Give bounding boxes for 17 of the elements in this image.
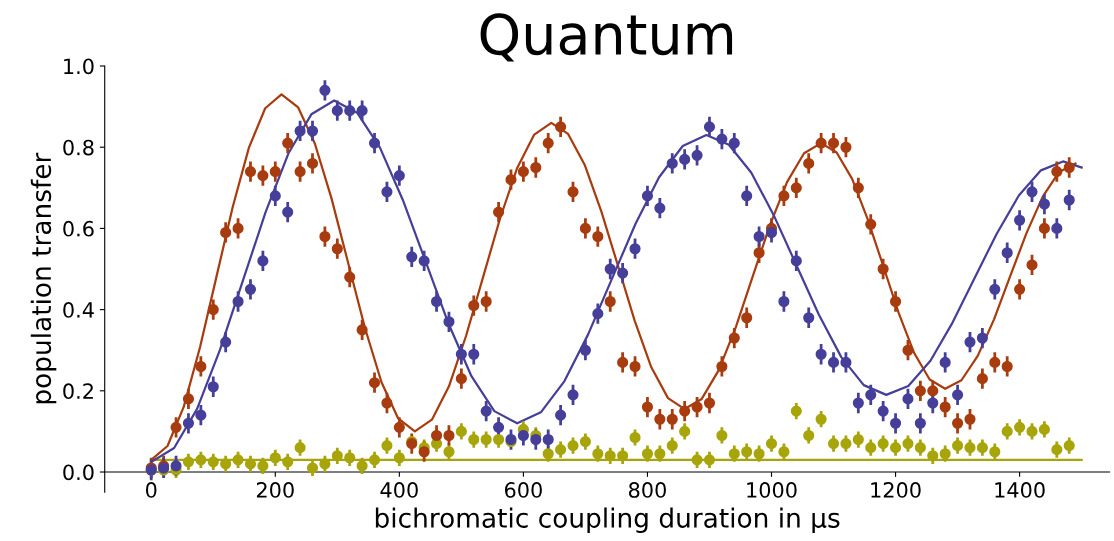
x-tick-label: 1000 — [747, 482, 797, 498]
x-tick-label: 1400 — [995, 482, 1045, 498]
x-tick-label: 600 — [504, 482, 542, 498]
y-tick-label: 0.0 — [63, 464, 94, 481]
x-tick-label: 200 — [256, 482, 294, 498]
y-tick-label: 0.8 — [63, 139, 94, 156]
x-tick-label: 1200 — [871, 482, 921, 498]
x-tick-label: 800 — [628, 482, 666, 498]
x-tick-label: 400 — [380, 482, 418, 498]
y-tick-label: 1.0 — [64, 58, 94, 75]
x-tick-label: 0 — [145, 482, 157, 498]
y-axis-title: population transfer — [30, 152, 57, 404]
y-tick-label: 0.4 — [63, 302, 94, 318]
chart-title: Quantum — [480, 13, 733, 62]
y-tick-label: 0.6 — [63, 220, 94, 237]
y-tick-label: 0.2 — [63, 383, 93, 400]
x-axis-title: bichromatic coupling duration in µs — [375, 507, 840, 533]
